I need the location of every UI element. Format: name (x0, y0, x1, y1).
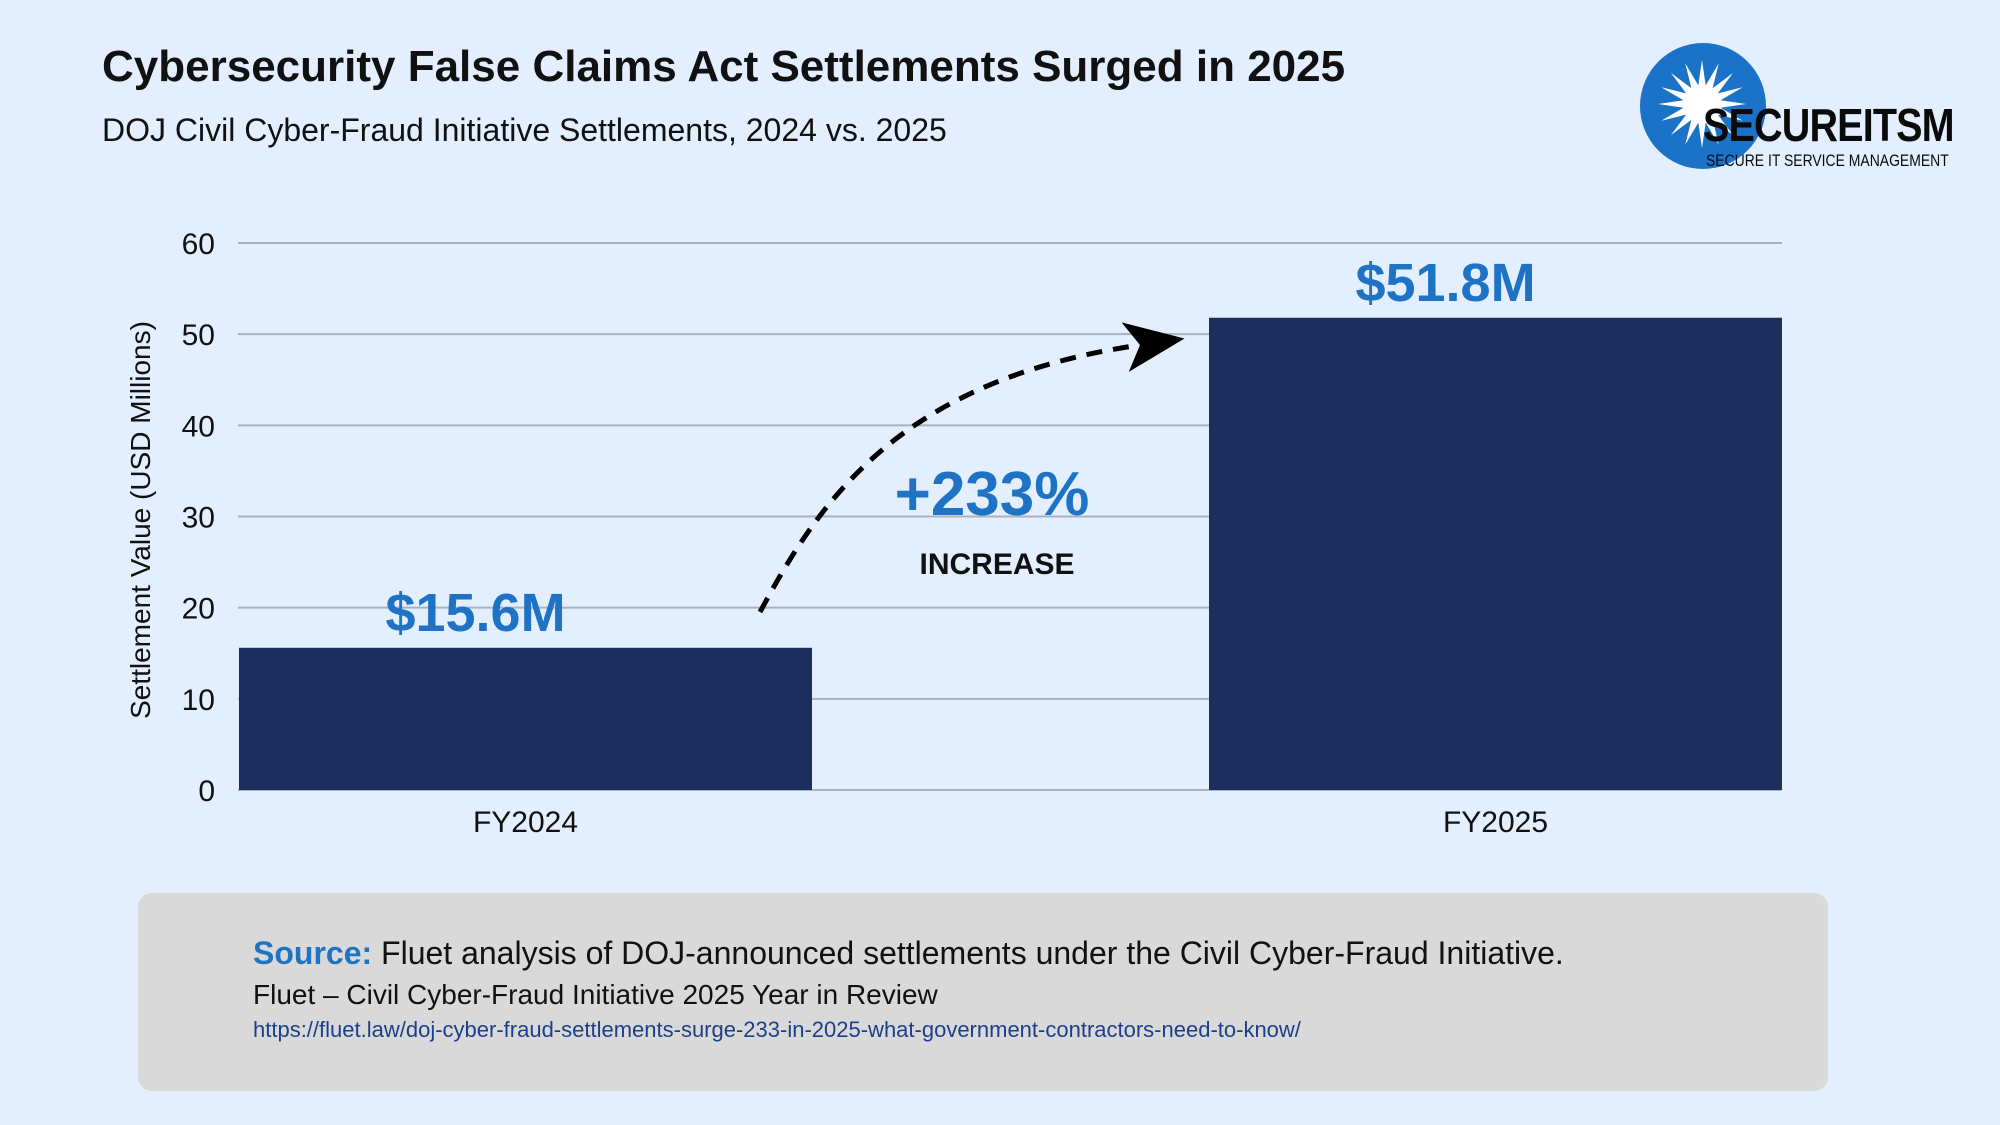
increase-label: INCREASE (919, 548, 1074, 581)
logo-wordmark: SECUREITSM (1703, 99, 1955, 151)
x-tick-label-fy2025: FY2025 (1443, 806, 1548, 839)
y-tick-label: 60 (182, 228, 215, 261)
source-panel: Source: Fluet analysis of DOJ-announced … (138, 893, 1828, 1091)
logo-tagline: SECURE IT SERVICE MANAGEMENT (1706, 151, 1949, 170)
starburst-icon (1640, 43, 1766, 169)
y-axis-label: Settlement Value (USD Millions) (125, 321, 156, 719)
y-tick-label: 50 (182, 319, 215, 352)
y-tick-label: 20 (182, 593, 215, 626)
data-label-fy2025: $51.8M (1355, 253, 1535, 313)
source-label: Source: (253, 935, 373, 971)
secureitsm-logo: SECUREITSM SECURE IT SERVICE MANAGEMENT (1640, 40, 1960, 175)
y-tick-label: 0 (198, 775, 215, 808)
y-tick-label: 30 (182, 502, 215, 535)
data-label-fy2024: $15.6M (385, 583, 565, 643)
data-labels: $15.6M $51.8M (385, 253, 1535, 643)
source-citation: Source: Fluet analysis of DOJ-announced … (253, 935, 1564, 972)
source-publication: Fluet – Civil Cyber-Fraud Initiative 202… (253, 979, 938, 1010)
source-text: Fluet analysis of DOJ-announced settleme… (381, 935, 1564, 971)
y-tick-label: 10 (182, 684, 215, 717)
bar-fy2025 (1209, 317, 1782, 790)
y-tick-label: 40 (182, 410, 215, 443)
source-url-link[interactable]: https://fluet.law/doj-cyber-fraud-settle… (253, 1017, 1301, 1042)
increase-percentage: +233% (895, 460, 1090, 529)
bars (239, 317, 1782, 790)
x-tick-label-fy2024: FY2024 (473, 806, 578, 839)
x-axis-ticks: FY2024 FY2025 (473, 806, 1548, 839)
bar-fy2024 (239, 647, 812, 790)
chart-subtitle: DOJ Civil Cyber-Fraud Initiative Settlem… (102, 112, 947, 148)
growth-arrow (757, 322, 1185, 614)
y-axis-ticks: 0 10 20 30 40 50 60 (182, 228, 215, 808)
chart-title: Cybersecurity False Claims Act Settlemen… (102, 42, 1346, 91)
